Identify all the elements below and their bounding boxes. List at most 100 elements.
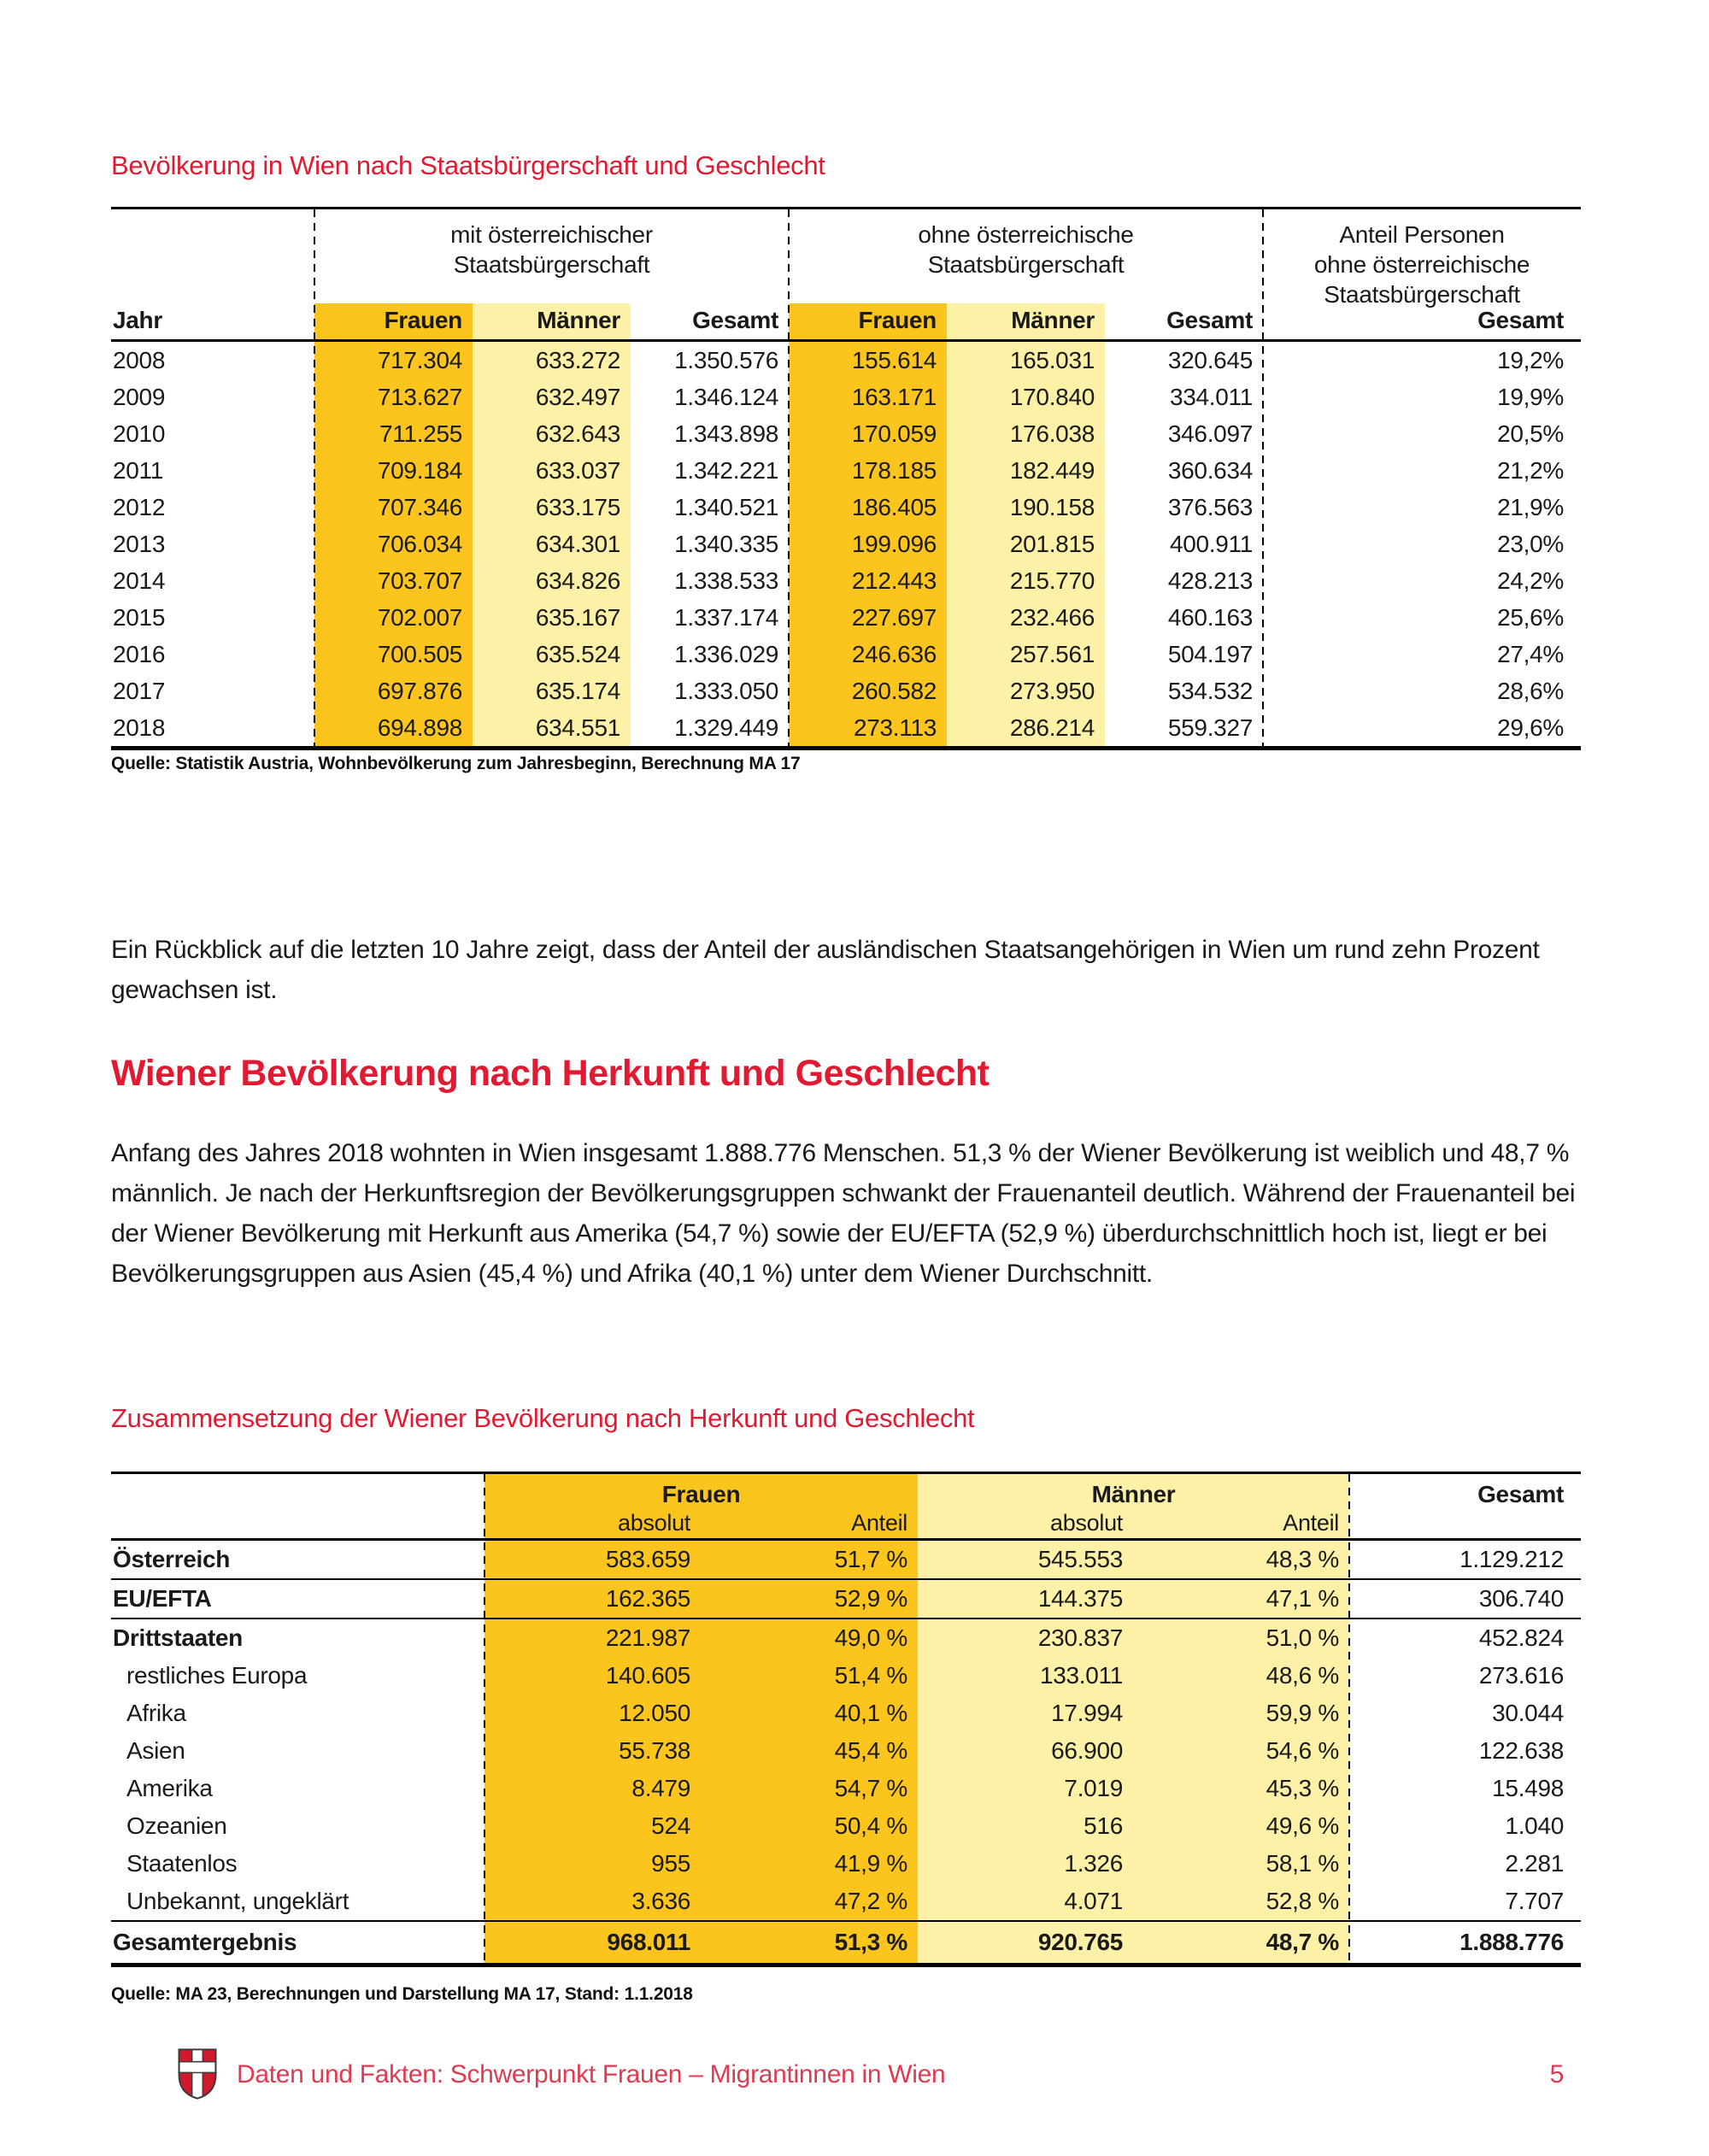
cell-maenner: 634.826 <box>535 567 620 594</box>
cell-gesamt: 1.129.212 <box>1459 1546 1564 1572</box>
vienna-coat-of-arms-icon <box>178 2048 217 2100</box>
cell-gesamt: 1.346.124 <box>674 383 778 410</box>
column-header-absolut: absolut <box>1050 1510 1123 1536</box>
cell-herkunft: Asien <box>126 1737 185 1764</box>
cell-gesamt: 376.563 <box>1167 493 1253 520</box>
table2-group-row: Frauen Männer Gesamt <box>111 1474 1581 1508</box>
table-row: EU/EFTA 162.365 52,9 % 144.375 47,1 % 30… <box>111 1580 1581 1619</box>
cell-maenner: 170.840 <box>1009 383 1095 410</box>
cell-gesamt: 1.337.174 <box>674 603 778 631</box>
table-row: 2008 717.304 633.272 1.350.576 155.614 1… <box>111 342 1581 379</box>
table2-body: Österreich 583.659 51,7 % 545.553 48,3 %… <box>111 1541 1581 1963</box>
cell-anteil: 24,2% <box>1497 567 1564 594</box>
empty-label-header <box>111 1481 485 1508</box>
cell-jahr: 2012 <box>113 493 166 520</box>
cell-frauen: 260.582 <box>851 677 937 704</box>
cell-gesamt: 1.342.221 <box>674 456 778 484</box>
cell-maenner-absolut: 920.765 <box>1037 1929 1123 1955</box>
cell-maenner: 632.497 <box>535 383 620 410</box>
cell-maenner-anteil: 48,3 % <box>1266 1546 1340 1572</box>
cell-maenner-anteil: 54,6 % <box>1266 1737 1340 1764</box>
cell-gesamt: 460.163 <box>1167 603 1253 631</box>
cell-gesamt: 1.333.050 <box>674 677 778 704</box>
cell-frauen: 199.096 <box>851 530 937 557</box>
cell-maenner-absolut: 4.071 <box>1064 1888 1123 1914</box>
column-header-jahr: Jahr <box>113 307 162 333</box>
column-group-divider <box>788 209 790 746</box>
cell-maenner-absolut: 144.375 <box>1037 1585 1123 1612</box>
cell-frauen-anteil: 51,4 % <box>834 1662 908 1689</box>
cell-frauen-absolut: 583.659 <box>605 1546 690 1572</box>
table-row: 2012 707.346 633.175 1.340.521 186.405 1… <box>111 489 1581 526</box>
cell-frauen-anteil: 54,7 % <box>834 1775 908 1801</box>
footer-report-title: Daten und Fakten: Schwerpunkt Frauen – M… <box>237 2060 946 2088</box>
cell-maenner: 635.167 <box>535 603 620 631</box>
cell-maenner: 273.950 <box>1009 677 1095 704</box>
cell-maenner-absolut: 1.326 <box>1064 1850 1123 1877</box>
cell-anteil: 19,2% <box>1497 346 1564 373</box>
section-heading: Wiener Bevölkerung nach Herkunft und Ges… <box>111 1053 990 1094</box>
cell-gesamt: 1.340.335 <box>674 530 778 557</box>
table1-source: Quelle: Statistik Austria, Wohnbevölkeru… <box>111 754 801 773</box>
cell-herkunft: Drittstaaten <box>113 1624 243 1651</box>
cell-maenner: 257.561 <box>1009 640 1095 667</box>
cell-maenner-anteil: 48,7 % <box>1266 1929 1340 1955</box>
cell-gesamt: 1.340.521 <box>674 493 778 520</box>
cell-maenner-anteil: 48,6 % <box>1266 1662 1340 1689</box>
group-header-anteil: Anteil Personen ohne österreichische Sta… <box>1313 221 1530 308</box>
header-separator-line <box>111 339 1581 342</box>
cell-gesamt: 534.532 <box>1167 677 1253 704</box>
cell-frauen: 707.346 <box>377 493 462 520</box>
table-row: 2011 709.184 633.037 1.342.221 178.185 1… <box>111 452 1581 489</box>
cell-frauen: 711.255 <box>379 420 462 447</box>
cell-maenner-absolut: 133.011 <box>1039 1662 1123 1689</box>
cell-herkunft: Gesamtergebnis <box>113 1929 297 1955</box>
cell-herkunft: EU/EFTA <box>113 1585 212 1612</box>
cell-frauen: 273.113 <box>853 714 937 741</box>
column-header-gesamt: Gesamt <box>1166 307 1253 333</box>
cell-anteil: 21,9% <box>1497 493 1564 520</box>
table-row: Afrika 12.050 40,1 % 17.994 59,9 % 30.04… <box>111 1695 1581 1732</box>
table2-title: Zusammensetzung der Wiener Bevölkerung n… <box>111 1403 975 1433</box>
cell-maenner: 633.175 <box>535 493 620 520</box>
cell-maenner: 182.449 <box>1009 456 1095 484</box>
cell-frauen-anteil: 47,2 % <box>834 1888 908 1914</box>
cell-frauen-anteil: 51,3 % <box>834 1929 908 1955</box>
table-row: 2015 702.007 635.167 1.337.174 227.697 2… <box>111 599 1581 636</box>
cell-gesamt: 334.011 <box>1169 383 1253 410</box>
cell-frauen-absolut: 8.479 <box>631 1775 690 1801</box>
column-header-absolut: absolut <box>618 1510 690 1536</box>
cell-frauen-anteil: 40,1 % <box>834 1700 908 1726</box>
cell-jahr: 2008 <box>113 346 166 373</box>
cell-gesamt: 2.281 <box>1505 1850 1564 1877</box>
cell-maenner-anteil: 47,1 % <box>1266 1585 1340 1612</box>
cell-frauen: 227.697 <box>851 603 937 631</box>
table1-header: mit österreichischer Staatsbürgerschaft … <box>111 209 1581 339</box>
cell-maenner: 632.643 <box>535 420 620 447</box>
cell-frauen-anteil: 49,0 % <box>834 1624 908 1651</box>
table1-subheader-row: Jahr Frauen Männer Gesamt Frauen Männer … <box>111 302 1581 339</box>
cell-frauen-absolut: 221.987 <box>605 1624 690 1651</box>
cell-jahr: 2013 <box>113 530 166 557</box>
cell-maenner: 190.158 <box>1009 493 1095 520</box>
cell-gesamt: 346.097 <box>1167 420 1253 447</box>
cell-anteil: 28,6% <box>1497 677 1564 704</box>
table-row: Unbekannt, ungeklärt 3.636 47,2 % 4.071 … <box>111 1883 1581 1920</box>
group-header-mit: mit österreichischer Staatsbürgerschaft <box>450 221 653 278</box>
cell-herkunft: Amerika <box>126 1775 213 1801</box>
cell-gesamt: 1.350.576 <box>674 346 778 373</box>
cell-gesamt: 1.336.029 <box>674 640 778 667</box>
cell-gesamt: 1.888.776 <box>1459 1929 1564 1955</box>
table-row: Asien 55.738 45,4 % 66.900 54,6 % 122.63… <box>111 1732 1581 1770</box>
cell-jahr: 2015 <box>113 603 166 631</box>
cell-jahr: 2011 <box>113 456 164 484</box>
cell-frauen-absolut: 12.050 <box>619 1700 690 1726</box>
cell-gesamt: 122.638 <box>1478 1737 1564 1764</box>
table-row: Amerika 8.479 54,7 % 7.019 45,3 % 15.498 <box>111 1770 1581 1807</box>
cell-maenner-anteil: 51,0 % <box>1266 1624 1340 1651</box>
column-header-gesamt: Gesamt <box>692 307 778 333</box>
column-group-divider <box>1262 209 1264 746</box>
table1-title: Bevölkerung in Wien nach Staatsbürgersch… <box>111 150 825 180</box>
cell-anteil: 20,5% <box>1497 420 1564 447</box>
